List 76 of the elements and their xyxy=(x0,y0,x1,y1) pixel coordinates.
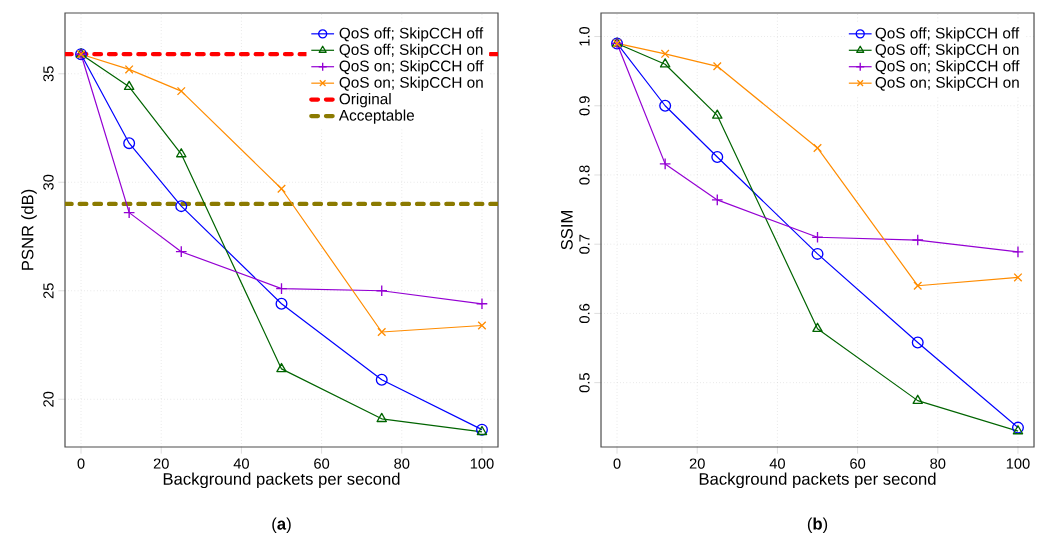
point xyxy=(477,321,487,330)
point xyxy=(123,206,136,219)
point xyxy=(711,150,724,163)
point xyxy=(812,322,823,332)
x-tick-label: 80 xyxy=(930,458,946,469)
y-tick-label: 35 xyxy=(43,66,54,82)
point xyxy=(124,64,134,74)
point xyxy=(1011,421,1024,434)
x-tick-label: 20 xyxy=(689,458,705,469)
point xyxy=(175,148,187,158)
legend-label: Original xyxy=(339,93,391,108)
x-axis-title: Background packets per second xyxy=(699,472,936,489)
x-tick-label: 60 xyxy=(314,458,330,469)
point xyxy=(277,184,286,194)
x-tick-label: 100 xyxy=(470,458,494,469)
point xyxy=(813,143,822,153)
x-tick-label: 20 xyxy=(153,458,169,469)
text: (a) xyxy=(272,517,291,534)
point xyxy=(913,281,923,291)
point xyxy=(1012,425,1024,435)
point xyxy=(711,193,724,206)
y-tick-label: 0.7 xyxy=(579,234,590,254)
y-tick-label: 0.8 xyxy=(579,165,590,185)
point xyxy=(175,245,188,258)
y-axis-title: PSNR (dB) xyxy=(21,189,37,270)
x-axis-title: Background packets per second xyxy=(163,472,400,489)
legend-label: QoS off; SkipCCH off xyxy=(875,27,1020,42)
point xyxy=(175,200,188,213)
point xyxy=(911,234,924,247)
text: (b) xyxy=(807,517,828,534)
y-tick-label: 30 xyxy=(43,174,54,190)
legend-label: QoS off; SkipCCH on xyxy=(875,43,1019,59)
point xyxy=(659,99,672,112)
point xyxy=(1011,245,1024,258)
y-axis-title: SSIM xyxy=(560,210,573,250)
x-tick-label: 60 xyxy=(850,458,866,469)
point xyxy=(660,49,670,59)
x-tick-label: 0 xyxy=(613,458,621,469)
x-tick-label: 0 xyxy=(77,458,85,469)
y-tick-label: 0.5 xyxy=(579,373,590,393)
point xyxy=(376,412,388,423)
point xyxy=(659,157,672,170)
y-tick-label: 20 xyxy=(43,391,54,407)
y-tick-label: 1.0 xyxy=(579,26,590,46)
point xyxy=(1013,272,1023,282)
point xyxy=(276,362,287,373)
point xyxy=(659,58,671,68)
legend-label: QoS on; SkipCCH off xyxy=(875,60,1020,75)
x-tick-label: 80 xyxy=(394,458,410,469)
point xyxy=(275,282,288,295)
point xyxy=(123,80,135,91)
x-tick-label: 100 xyxy=(1006,458,1030,469)
legend-label: QoS off; SkipCCH on xyxy=(339,43,483,59)
legend-label: QoS off; SkipCCH off xyxy=(339,27,484,42)
point xyxy=(712,61,722,71)
point xyxy=(911,336,924,349)
point xyxy=(375,373,388,386)
y-tick-label: 0.6 xyxy=(579,303,590,324)
legend-label: Acceptable xyxy=(338,109,415,124)
point xyxy=(123,137,136,150)
point xyxy=(275,297,288,310)
point xyxy=(912,394,924,404)
point xyxy=(811,231,824,244)
y-tick-label: 0.9 xyxy=(579,96,590,116)
point xyxy=(711,109,723,119)
y-tick-label: 25 xyxy=(43,283,54,299)
legend-label: QoS on; SkipCCH on xyxy=(875,76,1019,91)
point xyxy=(475,297,488,310)
legend-label: QoS on; SkipCCH on xyxy=(339,76,483,91)
point xyxy=(377,327,387,337)
legend-label: QoS on; SkipCCH off xyxy=(339,60,484,75)
point xyxy=(375,284,388,297)
point xyxy=(176,86,186,96)
x-tick-label: 40 xyxy=(769,458,785,469)
x-tick-label: 40 xyxy=(233,458,249,469)
point xyxy=(811,247,824,260)
